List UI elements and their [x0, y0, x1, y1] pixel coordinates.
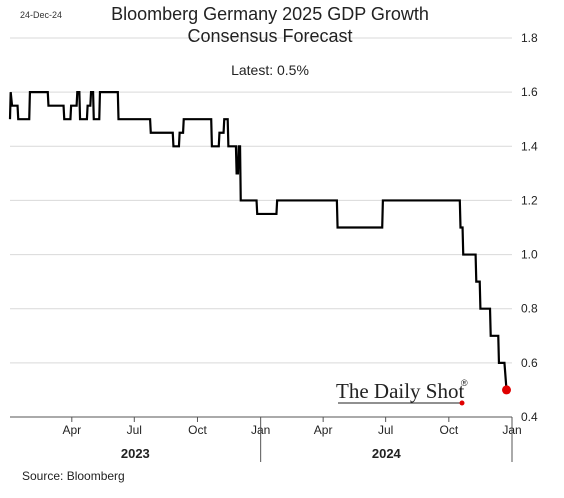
daily-shot-watermark: The Daily Shot ® — [336, 378, 468, 406]
latest-value-label: Latest: 0.5% — [231, 62, 309, 78]
chart-title-line2: Consensus Forecast — [187, 26, 352, 46]
y-tick-label: 0.8 — [521, 302, 538, 316]
x-tick-label: Jul — [127, 423, 142, 437]
y-tick-label: 1.6 — [521, 85, 538, 99]
latest-point-marker — [502, 385, 512, 395]
watermark-text: The Daily Shot — [336, 379, 464, 403]
x-year-label: 2023 — [121, 446, 150, 461]
x-tick-label: Oct — [439, 423, 458, 437]
y-tick-label: 0.4 — [521, 410, 538, 424]
y-tick-label: 1.2 — [521, 193, 538, 207]
x-tick-label: Jul — [378, 423, 393, 437]
y-tick-label: 1.4 — [521, 139, 538, 153]
chart-title-line1: Bloomberg Germany 2025 GDP Growth — [111, 4, 429, 24]
x-year-label: 2024 — [372, 446, 402, 461]
watermark-red-dot — [459, 400, 465, 406]
series-layer — [8, 91, 512, 395]
x-tick-label: Apr — [62, 423, 81, 437]
date-stamp: 24-Dec-24 — [20, 10, 62, 20]
y-tick-label: 1.8 — [521, 31, 538, 45]
y-tick-label: 0.6 — [521, 356, 538, 370]
x-tick-label: Oct — [188, 423, 207, 437]
source-label: Source: Bloomberg — [22, 469, 125, 483]
y-tick-label: 1.0 — [521, 248, 538, 262]
series-line — [8, 91, 508, 391]
x-tick-label: Apr — [314, 423, 333, 437]
watermark-registered-mark: ® — [461, 378, 468, 388]
